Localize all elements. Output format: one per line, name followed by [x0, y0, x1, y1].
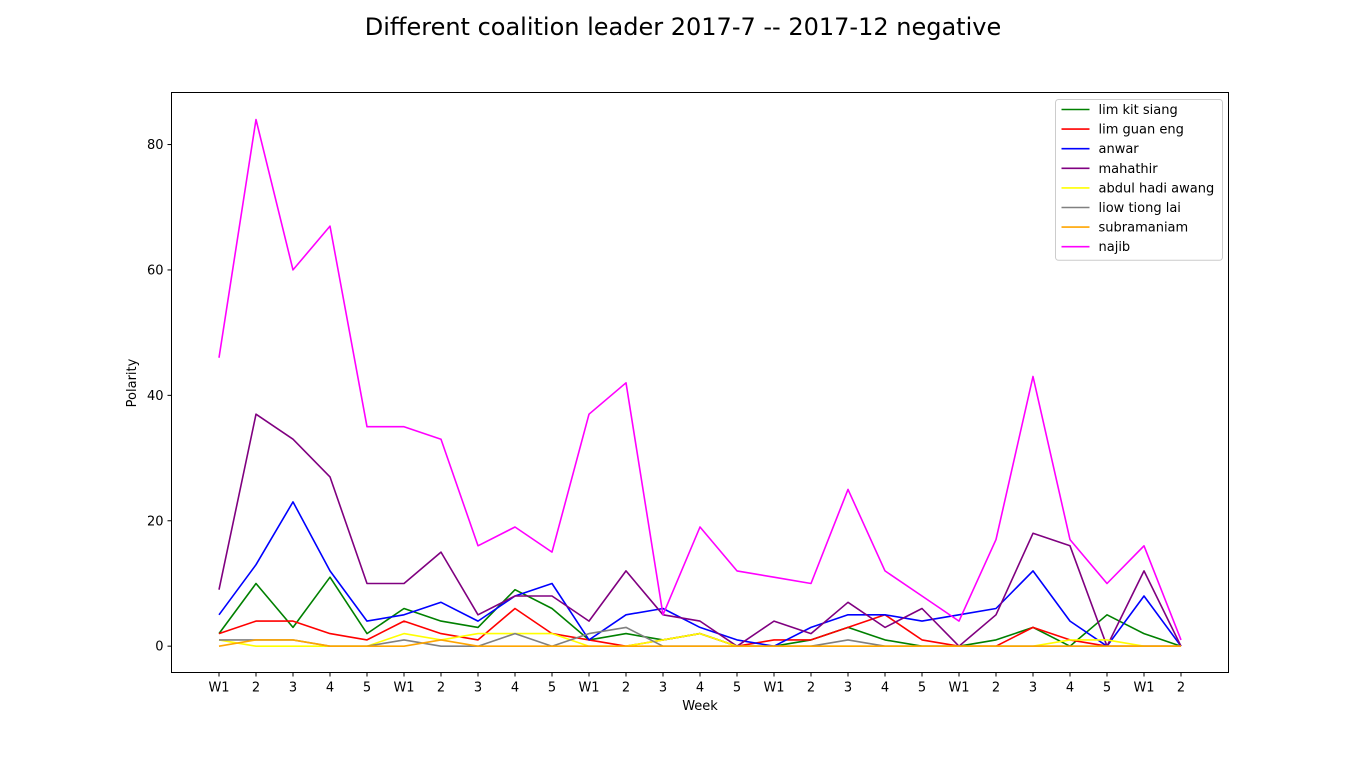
legend-box — [1055, 99, 1223, 261]
x-tick-label: W1 — [1133, 681, 1154, 696]
x-tick-label: 2 — [992, 681, 1000, 696]
x-tick-label: 5 — [548, 681, 556, 696]
legend: lim kit siang lim guan eng anwar mahathir ab… — [1055, 99, 1223, 261]
x-tick-label: 4 — [511, 681, 519, 696]
x-tick-label: 2 — [1177, 681, 1185, 696]
series-line-subramaniam — [218, 639, 1181, 648]
y-tick-label: 20 — [147, 514, 164, 529]
x-tick-label: W1 — [948, 681, 969, 696]
legend-entry: abdul hadi awang — [1099, 181, 1215, 196]
y-tick-label: 60 — [147, 263, 164, 278]
x-tick-label: 3 — [844, 681, 852, 696]
series-line-anwar — [218, 501, 1182, 648]
legend-entry: liow tiong lai — [1099, 201, 1181, 216]
legend-entry: anwar — [1099, 142, 1140, 157]
x-axis-label: Week — [682, 699, 718, 714]
x-tick-label: W1 — [208, 681, 229, 696]
x-tick-label: 2 — [622, 681, 630, 696]
series-lines — [218, 118, 1182, 648]
series-line-mahathir — [218, 413, 1182, 648]
x-tick-label: 5 — [1103, 681, 1111, 696]
x-tick-label: W1 — [763, 681, 784, 696]
legend-entry: lim guan eng — [1099, 123, 1184, 138]
x-tick-label: 3 — [474, 681, 482, 696]
x-tick-label: 3 — [1029, 681, 1037, 696]
x-tick-label: W1 — [578, 681, 599, 696]
legend-entry: najib — [1099, 240, 1131, 255]
x-axis: W1 2 3 4 5 W1 2 3 4 5 W1 2 3 4 5 W1 2 3 4 5 W1 2 3 4 5 W1 2 — [208, 672, 1185, 696]
x-tick-label: 4 — [1066, 681, 1074, 696]
x-tick-label: 4 — [881, 681, 889, 696]
x-tick-label: 5 — [733, 681, 741, 696]
x-tick-label: 4 — [696, 681, 704, 696]
x-tick-label: W1 — [393, 681, 414, 696]
y-axis-label: Polarity — [125, 358, 140, 407]
legend-entry: subramaniam — [1099, 221, 1189, 236]
chart-title: Different coalition leader 2017-7 -- 201… — [365, 13, 1001, 41]
x-tick-label: 3 — [289, 681, 297, 696]
series-line-liow-tiong-lai — [219, 626, 1181, 648]
x-tick-label: 2 — [807, 681, 815, 696]
series-line-lim-kit-siang — [218, 576, 1182, 648]
y-tick-label: 80 — [147, 138, 164, 153]
x-tick-label: 5 — [363, 681, 371, 696]
x-tick-label: 2 — [252, 681, 260, 696]
x-tick-label: 4 — [326, 681, 334, 696]
y-tick-label: 40 — [147, 389, 164, 404]
y-axis: 0 20 40 60 80 — [147, 138, 172, 655]
x-tick-label: 5 — [918, 681, 926, 696]
x-tick-label: 3 — [659, 681, 667, 696]
legend-entry: mahathir — [1099, 162, 1159, 177]
y-tick-label: 0 — [155, 640, 163, 655]
series-line-najib — [218, 118, 1182, 641]
x-tick-label: 2 — [437, 681, 445, 696]
legend-entry: lim kit siang — [1099, 103, 1178, 118]
